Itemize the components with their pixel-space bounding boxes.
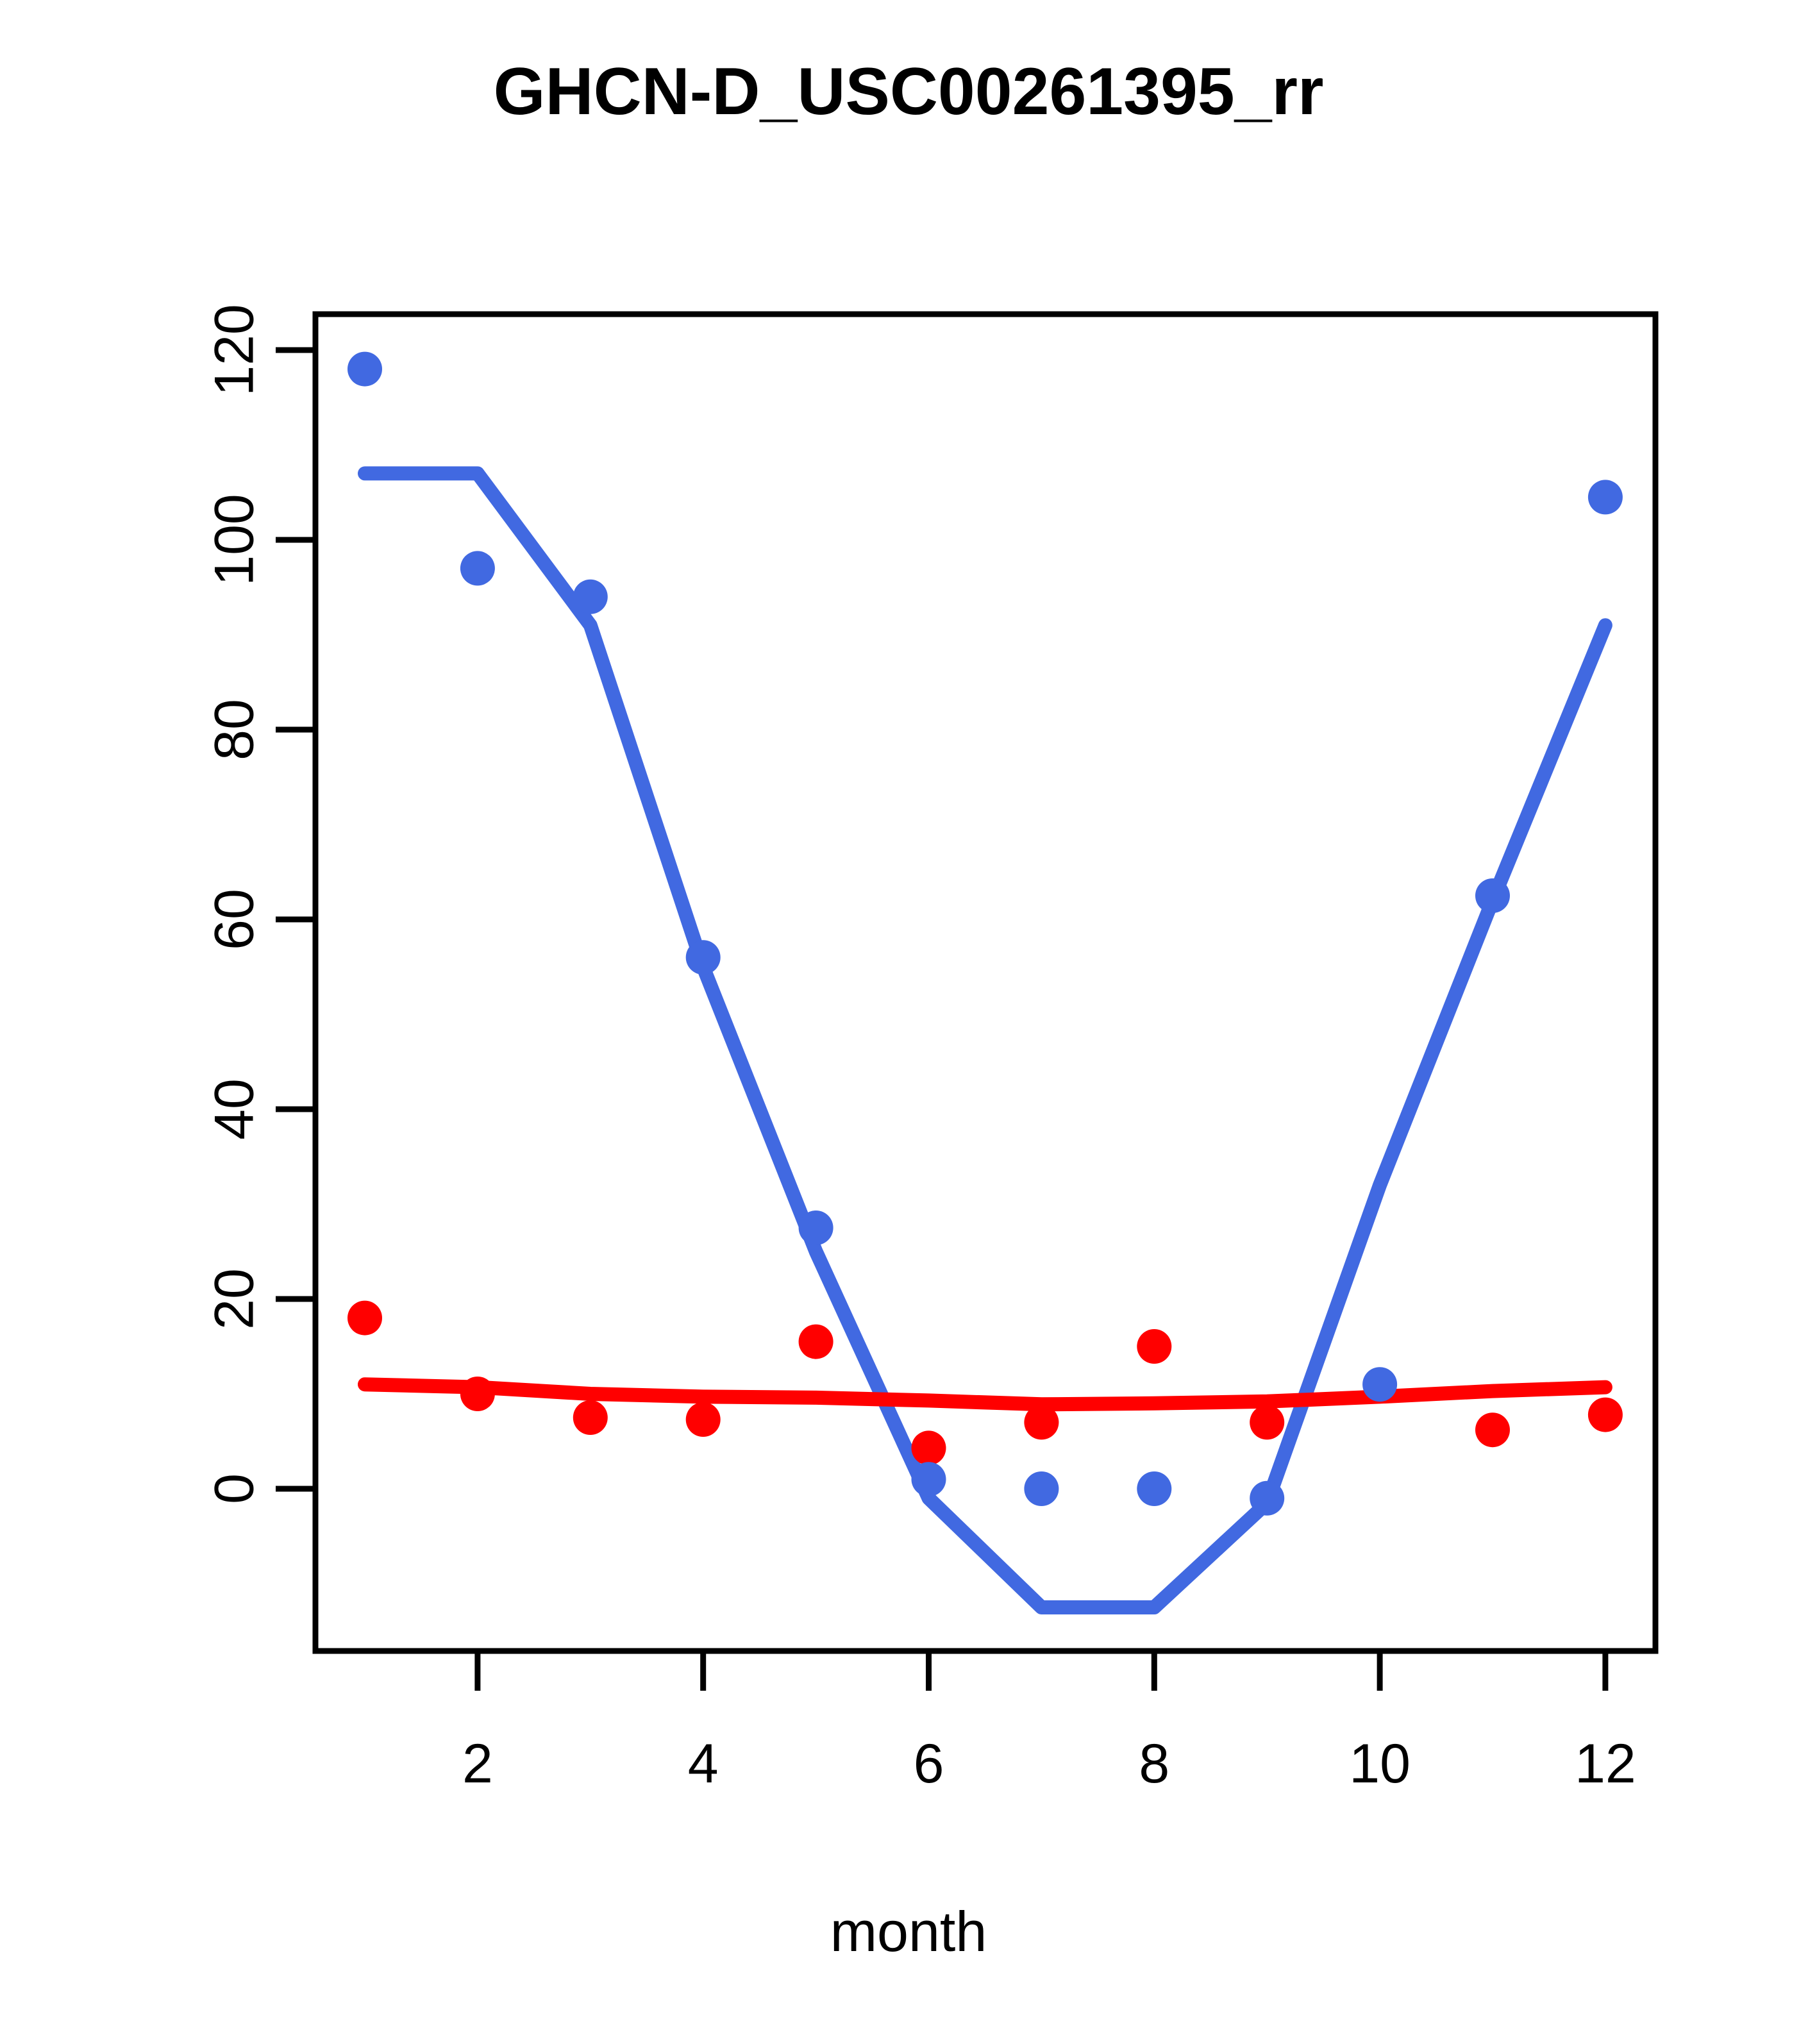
y-axis-ticks (276, 347, 315, 1492)
data-point (1137, 1471, 1172, 1506)
y-tick-label-40: 40 (204, 1078, 265, 1140)
data-point (460, 1377, 495, 1411)
data-point (460, 551, 495, 586)
data-point (1250, 1480, 1285, 1516)
blue-data-points (347, 351, 1623, 1516)
data-point (347, 351, 382, 387)
data-point (1475, 878, 1510, 913)
y-tick-label-60: 60 (204, 889, 265, 950)
x-tick-label-12: 12 (1575, 1733, 1636, 1795)
blue-fit-line (358, 466, 1612, 1614)
x-axis-ticks (474, 1651, 1609, 1691)
x-tick-label-2: 2 (462, 1733, 493, 1795)
red-data-points (347, 1300, 1623, 1466)
data-point (1024, 1471, 1059, 1506)
data-point (1250, 1405, 1285, 1440)
y-tick-label-80: 80 (204, 699, 265, 760)
data-point (1587, 1397, 1623, 1432)
data-point (1024, 1405, 1059, 1440)
data-point (798, 1210, 833, 1245)
data-point (1362, 1367, 1398, 1402)
x-tick-label-10: 10 (1349, 1733, 1411, 1795)
data-point (685, 940, 721, 975)
data-point (1587, 480, 1623, 515)
y-tick-label-0: 0 (204, 1473, 265, 1504)
x-axis-label: month (830, 1900, 987, 1963)
data-point (911, 1462, 946, 1497)
x-tick-label-8: 8 (1139, 1733, 1169, 1795)
x-axis-tick-labels: 2 4 6 8 10 12 (462, 1733, 1636, 1795)
data-point (347, 1300, 382, 1336)
data-point (911, 1430, 946, 1466)
data-point (685, 1402, 721, 1437)
data-point (573, 579, 608, 614)
data-point (1137, 1329, 1172, 1364)
red-fit-line (358, 1377, 1612, 1412)
plot-frame (312, 311, 1659, 1654)
y-tick-label-20: 20 (204, 1268, 265, 1330)
x-tick-label-4: 4 (688, 1733, 719, 1795)
y-tick-label-120: 120 (204, 304, 265, 396)
data-point (573, 1400, 608, 1435)
data-point (798, 1324, 833, 1359)
y-tick-label-100: 100 (204, 494, 265, 586)
data-point (1475, 1412, 1510, 1448)
x-tick-label-6: 6 (914, 1733, 944, 1795)
y-axis-tick-labels: 0 20 40 60 80 100 120 (204, 304, 265, 1504)
page-title: GHCN-D_USC00261395_rr (493, 54, 1324, 129)
